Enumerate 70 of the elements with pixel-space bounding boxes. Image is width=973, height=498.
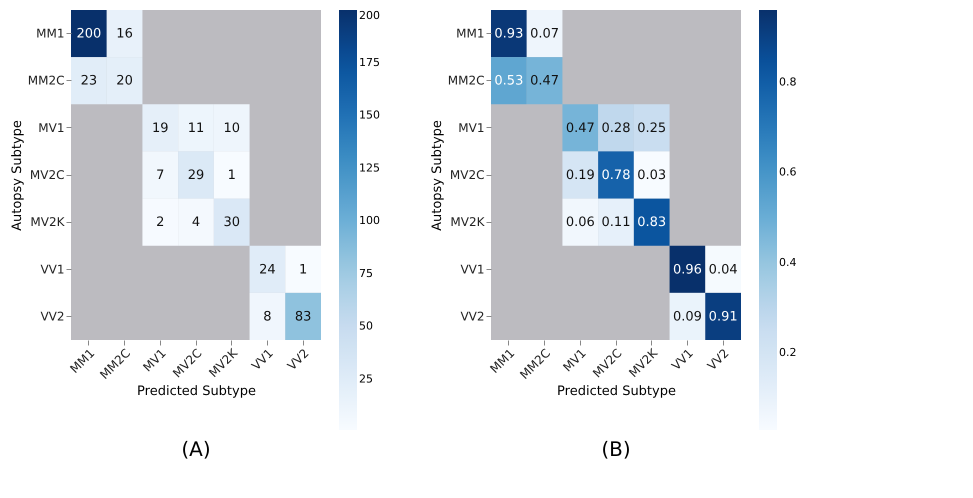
data-label: 0.47 [566,120,595,136]
data-label: 1 [299,262,308,278]
y-tick-label: VV2 [460,309,484,324]
data-label: 0.93 [494,26,524,42]
color-bar-label: 0.8 [779,75,796,88]
data-label: 2 [156,215,164,230]
data-label: 23 [80,74,98,89]
data-label: 200 [76,26,102,42]
x-tick-label: VV2 [284,346,312,373]
data-label: 0.78 [602,168,630,183]
data-label: 29 [188,168,204,183]
y-tick-label: MV2K [450,215,486,230]
data-label: 8 [263,309,272,324]
color-bar-label: 200 [359,9,380,22]
data-label: 0.19 [566,168,595,183]
data-label: 0.06 [566,215,595,230]
color-bar-label: 0.4 [779,256,796,269]
data-label: 0.83 [637,215,666,230]
y-tick-label: VV1 [40,262,64,276]
data-label: 0.11 [602,215,630,230]
data-label: 0.09 [672,309,702,324]
data-label: 1 [228,168,236,183]
data-label: 19 [152,120,169,136]
color-bar-label: 25 [359,372,373,386]
color-bar-label: 125 [359,161,380,174]
y-tick-label: VV2 [40,309,64,324]
data-label: 16 [116,26,133,42]
data-label: 30 [223,215,240,230]
x-tick-label: VV2 [704,346,732,373]
data-label: 83 [294,309,312,324]
data-label: 0.28 [602,120,630,136]
y-tick-label: MM1 [36,26,64,41]
color-bar-label: 150 [359,108,380,122]
data-label: 0.47 [530,74,560,89]
color-bar-label: 0.2 [779,346,796,360]
color-bar-label: 100 [359,214,380,228]
data-label: 0.96 [672,262,702,278]
data-label: 24 [259,262,276,278]
y-tick-label: MV1 [458,120,484,135]
data-label: 0.04 [708,262,738,278]
y-tick-label: MM1 [456,26,484,41]
y-tick-label: MV1 [38,120,64,135]
y-tick-label: MV2C [30,168,64,182]
color-bar-label: 75 [359,266,373,280]
y-tick-label: MV2K [30,215,66,230]
y-tick-label: MM2C [28,74,64,88]
data-label: 10 [223,120,240,136]
color-bar-label: 0.6 [779,166,796,179]
y-axis-title: Autopsy Subtype [10,120,25,231]
color-bar-label: 50 [359,320,373,333]
x-axis-title: Predicted Subtype [137,384,256,400]
data-label: 0.25 [637,120,666,136]
x-tick-label: VV1 [249,346,276,373]
x-tick-label: VV1 [669,346,696,373]
data-label: 0.03 [637,168,666,183]
data-label: 0.53 [494,74,524,89]
color-bar-label: 175 [359,56,380,69]
data-label: 20 [116,74,133,89]
data-label: 7 [156,168,164,183]
data-label: 4 [192,215,200,230]
y-tick-label: VV1 [460,262,484,276]
y-axis-title: Autopsy Subtype [430,120,445,231]
data-label: 0.91 [708,309,738,324]
data-label: 0.07 [530,26,560,42]
y-tick-label: MM2C [448,74,484,88]
text: (A) [181,437,211,461]
text: (B) [601,437,631,461]
data-label: 11 [188,120,204,136]
y-tick-label: MV2C [450,168,484,182]
x-axis-title: Predicted Subtype [557,384,676,400]
